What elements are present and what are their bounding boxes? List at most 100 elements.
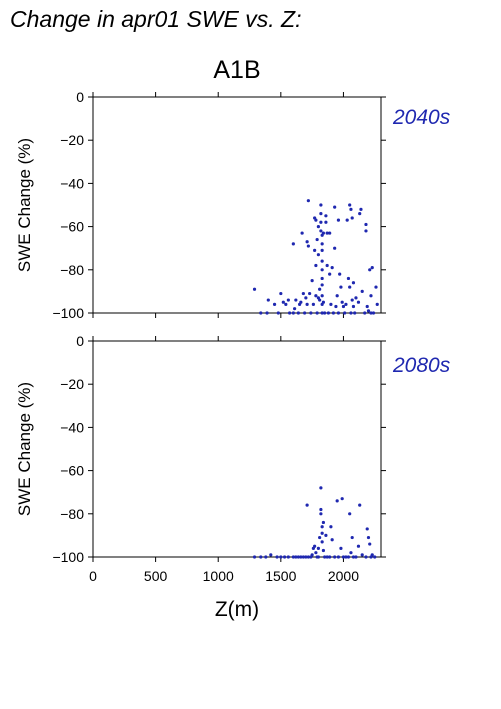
data-point [269,553,273,557]
data-point [252,555,257,559]
data-point [294,298,298,302]
y-tick-label: −60 [60,463,84,479]
data-point [323,555,327,559]
data-point [296,311,300,315]
x-tick-label: 2000 [328,568,359,584]
data-point [311,302,315,306]
data-point [348,512,352,516]
data-point [320,259,324,263]
data-point [329,302,333,306]
data-point [309,311,313,315]
data-point [341,304,346,309]
data-point [356,544,361,548]
data-point [300,231,304,235]
data-point [330,538,334,542]
data-point [369,311,373,315]
x-tick-label: 500 [144,568,168,584]
data-point [368,268,372,272]
data-point [315,237,319,242]
data-point [364,555,368,559]
data-point [326,311,331,315]
data-point [320,540,324,544]
data-point [350,298,354,302]
data-point [279,291,283,296]
x-tick-label: 1000 [203,568,234,584]
data-point [333,246,337,250]
data-point [350,535,354,540]
data-point [306,555,310,559]
data-point [318,535,322,540]
data-point [320,294,324,298]
data-point [314,218,318,222]
data-point [321,231,325,235]
data-point [358,503,362,507]
data-point [330,266,334,270]
data-point [310,279,314,283]
x-axis-label: Z(m) [215,598,259,621]
data-point [305,240,309,244]
data-point [344,302,348,306]
y-tick-label: −80 [60,262,84,278]
data-point [371,311,376,315]
data-point [319,220,323,224]
data-point [294,555,298,559]
data-point [303,311,307,315]
y-tick-label: −20 [60,132,84,148]
data-point [314,294,318,298]
data-point [305,503,309,507]
x-tick-label: 0 [89,568,97,584]
data-point [363,311,367,315]
data-point [354,296,358,300]
data-point [291,242,295,246]
plot-frame [92,340,382,558]
period-label-2080s: 2080s [393,354,451,377]
data-point [281,300,285,304]
data-point [368,542,372,546]
data-point [299,555,303,559]
data-point [291,311,295,315]
data-point [345,218,349,222]
data-point [350,216,354,220]
data-point [338,272,342,276]
y-axis-label: SWE Change (%) [15,382,34,516]
data-point [351,281,356,285]
data-point [293,307,297,311]
data-point [328,555,332,559]
y-tick-label: −100 [52,549,84,565]
y-tick-label: −100 [52,305,84,321]
data-point [356,300,361,304]
data-point [321,520,325,525]
data-point [344,555,348,559]
data-point [343,311,347,315]
data-point [306,199,310,203]
y-tick-label: −60 [60,219,84,235]
data-point [375,302,379,306]
data-point [358,212,362,216]
data-point [336,218,341,222]
data-point [370,553,374,557]
data-point [272,302,277,306]
y-tick-label: −40 [60,419,84,435]
data-point [301,555,305,559]
data-point [351,304,356,309]
data-point [316,546,320,550]
data-point [325,263,329,268]
data-point [264,555,268,559]
data-point [339,285,343,289]
data-point [364,229,368,233]
data-point [351,555,356,559]
data-point [314,551,318,555]
data-point [325,231,329,235]
data-point [335,499,339,503]
data-point [349,551,353,555]
data-point [331,311,336,315]
data-point [325,555,329,559]
data-point [320,248,324,252]
data-point [291,555,295,559]
y-tick-label: −20 [60,376,84,392]
data-point [319,203,323,207]
data-point [259,555,263,559]
data-point [333,555,337,559]
data-point [364,222,368,227]
data-point [334,304,338,309]
